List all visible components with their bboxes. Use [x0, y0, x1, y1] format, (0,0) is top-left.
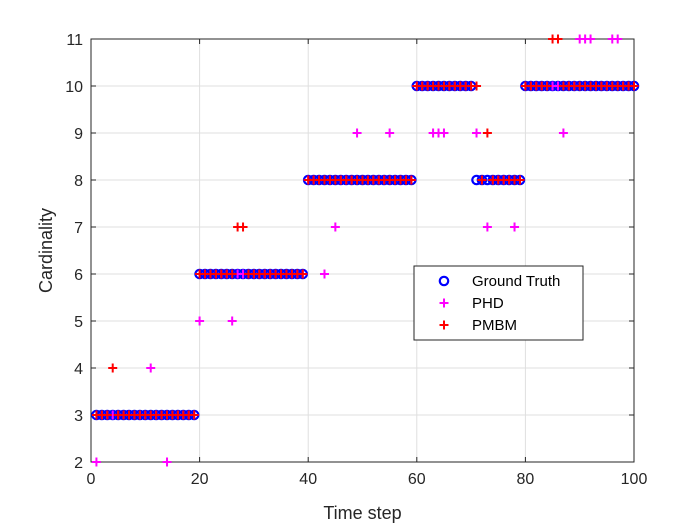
plot-frame — [90, 38, 635, 463]
phd-point — [162, 457, 172, 467]
pmbm-point — [189, 410, 199, 420]
phd-point — [510, 222, 520, 232]
pmbm-point — [298, 269, 308, 279]
pmbm-point — [227, 269, 237, 279]
y-tick-label: 4 — [74, 361, 83, 378]
legend-marker-pmbm — [439, 320, 449, 330]
pmbm-point — [482, 128, 492, 138]
phd-point — [558, 128, 568, 138]
phd-point — [613, 34, 623, 44]
pmbm-point — [553, 34, 563, 44]
phd-point — [439, 128, 449, 138]
y-axis-title: Cardinality — [36, 208, 56, 293]
phd-point — [146, 363, 156, 373]
legend-label-phd: PHD — [472, 295, 504, 312]
phd-point — [385, 128, 395, 138]
legend-marker-ground-truth — [438, 275, 450, 287]
pmbm-point — [472, 81, 482, 91]
pmbm-point — [477, 175, 487, 185]
pmbm-point — [102, 410, 112, 420]
x-tick-label: 60 — [408, 471, 426, 488]
pmbm-point — [542, 81, 552, 91]
phd-point — [330, 222, 340, 232]
y-tick-label: 10 — [65, 79, 83, 96]
legend: Ground Truth PHD PMBM — [413, 265, 584, 341]
series — [91, 34, 640, 467]
y-tick-label: 3 — [74, 408, 83, 425]
x-tick-label: 100 — [621, 471, 648, 488]
pmbm-point — [629, 81, 639, 91]
x-tick-label: 80 — [517, 471, 535, 488]
legend-label-ground-truth: Ground Truth — [472, 273, 560, 290]
y-tick-label: 2 — [74, 455, 83, 472]
y-tick-label: 6 — [74, 267, 83, 284]
series-pmbm — [91, 34, 639, 420]
phd-point — [91, 457, 101, 467]
x-tick-label: 40 — [299, 471, 317, 488]
phd-point — [352, 128, 362, 138]
phd-point — [227, 316, 237, 326]
y-tick-label: 8 — [74, 173, 83, 190]
phd-point — [472, 128, 482, 138]
x-tick-label: 0 — [87, 471, 96, 488]
y-tick-label: 7 — [74, 220, 83, 237]
axes: 0 20 40 60 80 100 2 3 4 5 6 7 8 9 10 11 — [65, 32, 647, 488]
y-tick-label: 5 — [74, 314, 83, 331]
y-tick-label: 11 — [66, 32, 83, 49]
y-tick-label: 9 — [74, 126, 83, 143]
pmbm-point — [406, 175, 416, 185]
legend-label-pmbm: PMBM — [472, 317, 517, 334]
pmbm-point — [238, 222, 248, 232]
phd-point — [482, 222, 492, 232]
pmbm-point — [108, 363, 118, 373]
plot-area-background — [91, 39, 634, 462]
x-axis-title: Time step — [323, 503, 401, 523]
x-tick-label: 20 — [191, 471, 209, 488]
phd-point — [195, 316, 205, 326]
pmbm-point — [515, 175, 525, 185]
legend-marker-phd — [439, 298, 449, 308]
phd-point — [586, 34, 596, 44]
phd-point — [319, 269, 329, 279]
